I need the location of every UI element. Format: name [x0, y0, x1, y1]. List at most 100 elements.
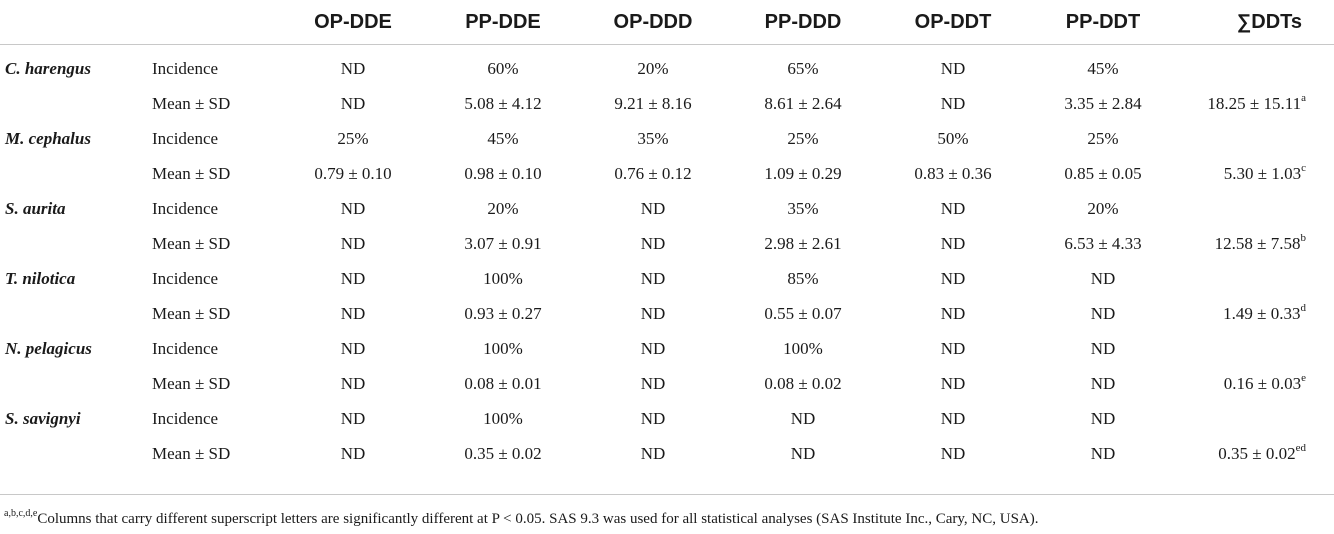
table-cell: ND [940, 233, 966, 253]
species-name: S. aurita [5, 198, 66, 218]
table-cell-empty [1178, 401, 1334, 436]
table-cell: ND [340, 338, 366, 358]
total-cell: 0.16 ± 0.03e [1178, 366, 1334, 401]
table-cell: 25% [787, 128, 819, 148]
total-cell: 18.25 ± 15.11a [1178, 86, 1334, 121]
table-cell: 5.08 ± 4.12 [464, 93, 542, 113]
table-cell: ND [340, 303, 366, 323]
stat-label: Mean ± SD [152, 303, 231, 323]
table-row: Mean ± SD ND 0.93 ± 0.27 ND 0.55 ± 0.07 … [0, 296, 1334, 331]
table-cell: ND [1090, 268, 1116, 288]
table-cell: 35% [787, 198, 819, 218]
ddt-table: OP-DDE PP-DDE OP-DDD PP-DDD OP-DDT PP-DD… [0, 0, 1334, 471]
table-cell: 45% [487, 128, 519, 148]
table-cell: ND [940, 443, 966, 463]
table-cell-empty [1178, 331, 1334, 366]
species-name: N. pelagicus [5, 338, 92, 358]
stat-label: Mean ± SD [152, 163, 231, 183]
table-cell: ND [1090, 303, 1116, 323]
header-op-ddt: OP-DDT [914, 10, 992, 33]
header-pp-ddt: PP-DDT [1065, 10, 1141, 33]
table-cell: 20% [637, 58, 669, 78]
footnote-superscripts: a,b,c,d,e [4, 508, 38, 519]
header-row: OP-DDE PP-DDE OP-DDD PP-DDD OP-DDT PP-DD… [0, 0, 1334, 45]
table-cell: ND [640, 268, 666, 288]
table-cell: ND [340, 198, 366, 218]
total-value: 12.58 ± 7.58 [1214, 233, 1301, 253]
total-value: 1.49 ± 0.33 [1223, 303, 1301, 323]
header-op-ddd: OP-DDD [613, 10, 693, 33]
table-cell: 25% [337, 128, 369, 148]
table-cell: 0.08 ± 0.02 [764, 373, 842, 393]
table-cell: 100% [483, 338, 523, 358]
superscript-letter: d [1300, 301, 1307, 314]
table-row: Mean ± SD 0.79 ± 0.10 0.98 ± 0.10 0.76 ±… [0, 156, 1334, 191]
table-cell: 60% [487, 58, 519, 78]
table-row: S. aurita Incidence ND 20% ND 35% ND 20% [0, 191, 1334, 226]
stat-label: Incidence [152, 268, 219, 288]
total-cell: 5.30 ± 1.03c [1178, 156, 1334, 191]
table-cell: 0.85 ± 0.05 [1064, 163, 1142, 183]
table-cell: ND [340, 408, 366, 428]
table-cell: ND [940, 303, 966, 323]
table-cell: ND [640, 408, 666, 428]
species-blank [0, 296, 150, 331]
table-cell: ND [940, 338, 966, 358]
stat-label: Mean ± SD [152, 93, 231, 113]
header-sum-ddts: ∑DDTs [1237, 10, 1302, 33]
table-cell: 0.83 ± 0.36 [914, 163, 992, 183]
species-name: C. harengus [5, 58, 91, 78]
table-cell: ND [640, 443, 666, 463]
species-name: M. cephalus [5, 128, 91, 148]
table-row: Mean ± SD ND 5.08 ± 4.12 9.21 ± 8.16 8.6… [0, 86, 1334, 121]
header-stat-blank [150, 0, 278, 45]
table-cell: 65% [787, 58, 819, 78]
total-cell: 0.35 ± 0.02ed [1178, 436, 1334, 471]
stat-label: Incidence [152, 58, 219, 78]
total-value: 5.30 ± 1.03 [1223, 163, 1302, 183]
table-cell: ND [640, 198, 666, 218]
table-cell: ND [940, 408, 966, 428]
table-cell-empty [1178, 261, 1334, 296]
table-cell: ND [790, 443, 816, 463]
superscript-letter: a [1301, 91, 1306, 104]
table-row: T. nilotica Incidence ND 100% ND 85% ND … [0, 261, 1334, 296]
table-cell: 6.53 ± 4.33 [1064, 233, 1142, 253]
table-cell: 35% [637, 128, 669, 148]
table-row: N. pelagicus Incidence ND 100% ND 100% N… [0, 331, 1334, 366]
stat-label: Mean ± SD [152, 233, 231, 253]
table-cell: 3.07 ± 0.91 [464, 233, 542, 253]
table-cell: 50% [937, 128, 969, 148]
superscript-letter: c [1301, 161, 1306, 174]
table-cell: ND [940, 198, 966, 218]
table-cell: ND [640, 338, 666, 358]
table-cell-empty [1178, 191, 1334, 226]
total-value: 0.16 ± 0.03 [1223, 373, 1302, 393]
superscript-letter: b [1300, 231, 1307, 244]
table-cell-empty [1178, 121, 1334, 156]
table-cell: ND [640, 373, 666, 393]
species-blank [0, 366, 150, 401]
table-cell: 100% [783, 338, 823, 358]
table-cell: 25% [1087, 128, 1119, 148]
total-cell: 1.49 ± 0.33d [1178, 296, 1334, 331]
table-cell: 8.61 ± 2.64 [764, 93, 842, 113]
table-row: Mean ± SD ND 0.08 ± 0.01 ND 0.08 ± 0.02 … [0, 366, 1334, 401]
table-footnote: a,b,c,d,eColumns that carry different su… [4, 508, 1039, 528]
stat-label: Mean ± SD [152, 373, 231, 393]
table-cell: 0.79 ± 0.10 [314, 163, 392, 183]
stat-label: Incidence [152, 338, 219, 358]
species-blank [0, 86, 150, 121]
table-cell: ND [340, 58, 366, 78]
stat-label: Incidence [152, 128, 219, 148]
table-cell: 0.76 ± 0.12 [614, 163, 692, 183]
table-bottom-rule [0, 494, 1334, 495]
stat-label: Incidence [152, 408, 219, 428]
table-cell: 85% [787, 268, 819, 288]
table-cell: 1.09 ± 0.29 [764, 163, 842, 183]
table-cell: 20% [1087, 198, 1119, 218]
table-cell: 45% [1087, 58, 1119, 78]
table-row: C. harengus Incidence ND 60% 20% 65% ND … [0, 45, 1334, 87]
table-row: Mean ± SD ND 0.35 ± 0.02 ND ND ND ND 0.3… [0, 436, 1334, 471]
